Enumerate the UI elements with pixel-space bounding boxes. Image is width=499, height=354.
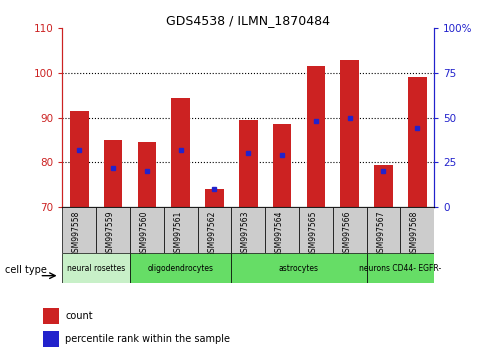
Text: count: count [65, 311, 93, 321]
Bar [239, 120, 257, 207]
Text: neural rosettes: neural rosettes [67, 264, 125, 273]
Bar [130, 207, 164, 253]
Text: neurons CD44- EGFR-: neurons CD44- EGFR- [359, 264, 442, 273]
Bar [96, 207, 130, 253]
Title: GDS4538 / ILMN_1870484: GDS4538 / ILMN_1870484 [166, 14, 330, 27]
Text: GSM997559: GSM997559 [106, 211, 115, 257]
Text: GSM997568: GSM997568 [410, 211, 419, 257]
Text: cell type: cell type [5, 265, 47, 275]
Bar [70, 111, 88, 207]
Bar [333, 207, 367, 253]
Bar [171, 98, 190, 207]
Text: percentile rank within the sample: percentile rank within the sample [65, 334, 231, 344]
Bar [374, 165, 393, 207]
Bar [367, 253, 434, 283]
Text: GSM997558: GSM997558 [72, 211, 81, 257]
Text: GSM997563: GSM997563 [241, 211, 250, 257]
Bar [130, 253, 232, 283]
Bar [104, 140, 122, 207]
Text: oligodendrocytes: oligodendrocytes [148, 264, 214, 273]
Text: GSM997565: GSM997565 [308, 211, 317, 257]
Text: astrocytes: astrocytes [279, 264, 319, 273]
Bar [43, 308, 59, 324]
Text: GSM997564: GSM997564 [275, 211, 284, 257]
Bar [340, 59, 359, 207]
Bar [62, 253, 130, 283]
Text: GSM997562: GSM997562 [207, 211, 216, 257]
Bar [198, 207, 232, 253]
Bar [299, 207, 333, 253]
Bar [408, 78, 427, 207]
Bar [62, 207, 96, 253]
Bar [232, 253, 367, 283]
Text: GSM997561: GSM997561 [173, 211, 182, 257]
Bar [138, 142, 156, 207]
Text: GSM997567: GSM997567 [376, 211, 385, 257]
Bar [232, 207, 265, 253]
Bar [273, 124, 291, 207]
Bar [265, 207, 299, 253]
Bar [306, 66, 325, 207]
Bar [367, 207, 400, 253]
Bar [205, 189, 224, 207]
Bar [43, 331, 59, 347]
Text: GSM997560: GSM997560 [140, 211, 149, 257]
Text: GSM997566: GSM997566 [342, 211, 351, 257]
Bar [400, 207, 434, 253]
Bar [164, 207, 198, 253]
